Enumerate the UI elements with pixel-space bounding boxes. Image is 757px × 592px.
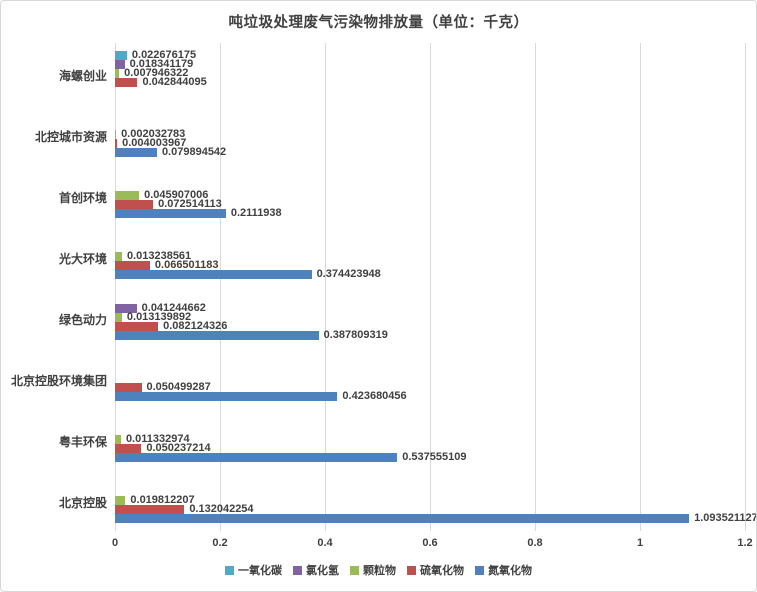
bar-氮氧化物 — [115, 148, 157, 157]
bar-硫氧化物 — [115, 444, 142, 453]
bar-颗粒物 — [115, 130, 117, 139]
bar-value-label: 0.041244662 — [141, 302, 206, 314]
bar-value-label: 0.007946322 — [124, 67, 189, 79]
bar-value-label: 0.002032783 — [121, 128, 186, 140]
bar-value-label: 0.423680456 — [342, 390, 407, 402]
bar-value-label: 0.013238561 — [126, 250, 192, 262]
bar-value-label: 0.066501183 — [154, 259, 219, 271]
legend-swatch — [293, 565, 302, 575]
bar-氮氧化物 — [115, 209, 226, 218]
bar-氯化氢 — [115, 304, 137, 313]
bar-颗粒物 — [115, 435, 121, 444]
legend-label: 氯化氢 — [306, 565, 339, 577]
legend-item-一氧化碳: 一氧化碳 — [225, 562, 282, 578]
bar-value-label: 0.2111938 — [230, 207, 282, 219]
bar-颗粒物 — [115, 69, 120, 78]
bar-value-label: 1.093521127 — [694, 512, 757, 524]
category-label: 海螺创业 — [58, 68, 107, 83]
bar-一氧化碳 — [115, 51, 127, 60]
bar-氮氧化物 — [115, 514, 690, 523]
legend-label: 氮氧化物 — [488, 565, 532, 577]
bar-硫氧化物 — [115, 261, 150, 270]
category-label: 光大环境 — [58, 251, 107, 266]
bar-颗粒物 — [115, 313, 122, 322]
bar-氯化氢 — [115, 60, 125, 69]
bar-硫氧化物 — [115, 139, 118, 148]
bar-氮氧化物 — [115, 331, 319, 340]
bar-value-label: 0.018341179 — [129, 58, 194, 70]
bar-value-label: 0.537555109 — [402, 451, 467, 463]
bar-颗粒物 — [115, 252, 122, 261]
bar-value-label: 0.004003967 — [122, 137, 187, 149]
bar-value-label: 0.013139892 — [126, 311, 192, 323]
category-label: 粤丰环保 — [58, 434, 107, 449]
bar-value-label: 0.132042254 — [189, 503, 254, 515]
bar-value-label: 0.072514113 — [158, 198, 222, 210]
bar-颗粒物 — [115, 496, 126, 505]
legend-item-氮氧化物: 氮氧化物 — [475, 562, 532, 578]
bar-硫氧化物 — [115, 78, 138, 87]
chart-title: 吨垃圾处理废气污染物排放量（单位：千克） — [228, 15, 529, 31]
legend-swatch — [350, 565, 359, 575]
category-label: 北京控股 — [58, 495, 107, 510]
bar-硫氧化物 — [115, 322, 159, 331]
legend-item-硫氧化物: 硫氧化物 — [407, 562, 464, 578]
bar-value-label: 0.019812207 — [130, 494, 195, 506]
category-axis: 海螺创业北控城市资源首创环境光大环境绿色动力北京控股环境集团粤丰环保北京控股 — [1, 43, 107, 531]
bar-氮氧化物 — [115, 270, 312, 279]
gridline — [115, 43, 116, 531]
bar-硫氧化物 — [115, 383, 142, 392]
bar-value-label: 0.387809319 — [323, 329, 388, 341]
legend-item-颗粒物: 颗粒物 — [350, 562, 396, 578]
x-tick-label: 1 — [636, 537, 644, 549]
x-tick-label: 0.8 — [527, 537, 543, 549]
category-label: 绿色动力 — [58, 312, 107, 327]
legend-swatch — [225, 565, 234, 575]
gridline — [745, 43, 746, 531]
gridline — [535, 43, 536, 531]
bar-硫氧化物 — [115, 200, 154, 209]
bar-value-label: 0.082124326 — [163, 320, 228, 332]
category-label: 北京控股环境集团 — [10, 373, 107, 388]
bar-value-label: 0.042844095 — [142, 76, 207, 88]
bar-value-label: 0.011332974 — [125, 433, 190, 445]
bar-value-label: 0.374423948 — [316, 268, 381, 280]
legend-label: 颗粒物 — [363, 565, 396, 577]
x-tick-label: 0.6 — [422, 537, 438, 549]
legend-label: 一氧化碳 — [238, 565, 282, 577]
legend-swatch — [475, 565, 484, 575]
x-tick-label: 0 — [111, 537, 119, 549]
gridline — [220, 43, 221, 531]
gridline — [640, 43, 641, 531]
bar-氮氧化物 — [115, 453, 398, 462]
legend-label: 硫氧化物 — [420, 565, 464, 577]
plot-area: 0.022676175 0.018341179 0.007946322 0.04284… — [115, 43, 756, 531]
bar-value-label: 0.045907006 — [144, 189, 209, 201]
x-tick-label: 1.2 — [737, 537, 753, 549]
gridline — [325, 43, 326, 531]
x-axis: 0 0.2 0.4 0.6 0.8 1 1.2 — [111, 537, 753, 553]
category-label: 北控城市资源 — [34, 129, 107, 144]
bar-value-label: 0.022676175 — [131, 49, 197, 61]
bar-value-label: 0.050237214 — [146, 442, 211, 454]
x-tick-label: 0.4 — [317, 537, 333, 549]
bar-硫氧化物 — [115, 505, 185, 514]
x-tick-label: 0.2 — [212, 537, 228, 549]
legend-swatch — [407, 565, 416, 575]
category-label: 首创环境 — [58, 190, 107, 205]
bar-value-label: 0.050499287 — [146, 381, 211, 393]
legend-item-氯化氢: 氯化氢 — [293, 562, 339, 578]
bar-氮氧化物 — [115, 392, 338, 401]
bar-value-label: 0.079894542 — [161, 146, 227, 158]
bar-颗粒物 — [115, 191, 140, 200]
legend: 一氧化碳 氯化氢 颗粒物 硫氧化物 氮氧化物 — [1, 562, 756, 578]
gridline — [430, 43, 431, 531]
